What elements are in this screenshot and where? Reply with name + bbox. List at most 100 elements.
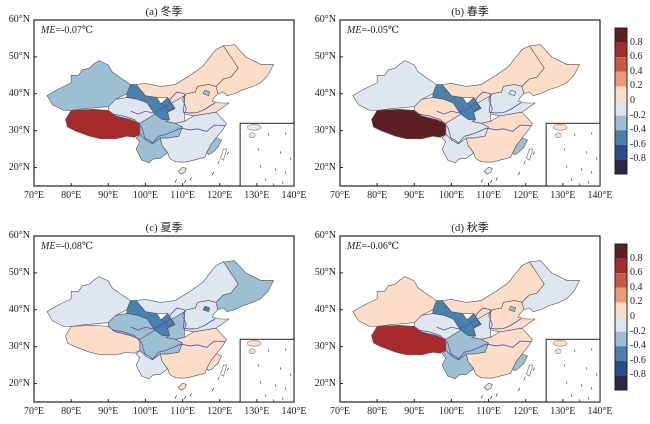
inset-hainan <box>248 348 256 355</box>
province-hainan <box>177 166 187 175</box>
me-symbol: ME <box>347 241 362 252</box>
colorbar-bin <box>615 42 627 58</box>
panel-title: (a) 冬季 <box>145 6 183 18</box>
province-tibet <box>371 324 447 356</box>
me-symbol: ME <box>347 25 362 36</box>
inset-dash <box>281 181 284 184</box>
province-north-china <box>488 300 536 333</box>
inset-dash <box>259 165 262 168</box>
inset-dash <box>590 348 593 351</box>
inset-dash <box>587 397 590 400</box>
colorbar-label: 0.4 <box>630 65 643 77</box>
inset-dash <box>284 132 287 135</box>
province-ningxia <box>161 312 174 327</box>
x-tick-label: 120°E <box>513 406 539 417</box>
inset-dash <box>578 399 581 402</box>
x-tick-label: 130°E <box>244 406 270 417</box>
province-hainan <box>483 166 493 175</box>
map-frame <box>33 235 295 403</box>
x-tick-label: 130°E <box>550 190 576 201</box>
x-tick-label: 100°E <box>438 406 464 417</box>
x-tick-label: 140°E <box>281 190 307 201</box>
colorbar-label: -0.8 <box>630 153 646 165</box>
colorbar-bin <box>615 159 627 174</box>
inset-dash <box>595 373 598 376</box>
yellow-river <box>436 91 522 115</box>
province-tibet <box>65 108 141 140</box>
y-tick-label: 60°N <box>314 230 336 241</box>
y-tick-label: 20°N <box>314 377 336 389</box>
colorbar-label: -0.2 <box>630 109 646 121</box>
nine-dash-line <box>495 177 498 181</box>
x-tick-label: 120°E <box>207 406 233 417</box>
x-tick-label: 90°E <box>404 190 425 201</box>
inset-dash <box>563 148 566 151</box>
province-ningxia <box>467 312 480 327</box>
taiwan <box>526 148 534 161</box>
inset-dash <box>257 148 260 151</box>
south-china-sea-inset <box>239 338 295 403</box>
colorbar-label: -0.2 <box>630 325 646 337</box>
inset-dash <box>274 168 277 171</box>
inset-dash <box>281 397 284 400</box>
inset-dash <box>590 132 593 135</box>
yellow-river <box>130 307 216 331</box>
province-beijing <box>508 89 517 97</box>
colorbar-label: 0.8 <box>630 36 643 48</box>
y-tick-label: 50°N <box>8 266 30 278</box>
nine-dash-line <box>211 387 215 392</box>
colorbar-bin <box>615 273 627 288</box>
colorbar-label: 0.4 <box>630 281 643 293</box>
province-ningxia <box>467 96 480 111</box>
colorbar-label: -0.6 <box>630 354 646 366</box>
province-north-china <box>182 300 230 333</box>
y-tick-label: 50°N <box>314 50 336 62</box>
y-tick-label: 60°N <box>8 230 30 241</box>
y-tick-label: 30°N <box>314 124 336 136</box>
inset-dash <box>279 151 282 154</box>
colorbar-label: 0.8 <box>630 252 643 264</box>
mean-error-label: ME=-0.08℃ <box>41 241 93 252</box>
nine-dash-line <box>211 171 215 176</box>
inset-dash <box>570 394 573 397</box>
inset-dash <box>264 178 267 181</box>
province-fujian <box>206 137 222 156</box>
x-tick-label: 70°E <box>23 190 45 201</box>
nine-dash-line <box>495 393 498 397</box>
province-yunnan <box>135 349 169 380</box>
x-tick-label: 130°E <box>244 190 270 201</box>
province-hainan <box>177 382 187 391</box>
map-frame <box>33 19 295 187</box>
me-value: =-0.06℃ <box>361 241 400 252</box>
inset-dash <box>259 381 262 384</box>
south-china-sea-inset <box>239 122 295 187</box>
inset-dash <box>570 178 573 181</box>
nine-dash-line <box>226 151 229 155</box>
x-tick-label: 130°E <box>550 406 576 417</box>
x-tick-label: 100°E <box>132 406 158 417</box>
x-tick-label: 70°E <box>329 190 351 201</box>
map-frame <box>339 19 601 187</box>
nine-dash-line <box>174 179 177 183</box>
province-fujian <box>512 137 528 156</box>
colorbar-label: 0 <box>630 311 635 322</box>
nine-dash-line <box>517 387 521 392</box>
colorbar-frame <box>614 27 628 175</box>
x-tick-label: 100°E <box>132 190 158 201</box>
inset-dash <box>573 133 576 136</box>
y-tick-label: 40°N <box>314 303 336 315</box>
province-hainan <box>483 382 493 391</box>
colorbar-bin <box>615 346 627 361</box>
province-northeast <box>521 44 581 96</box>
colorbar-label: -0.4 <box>630 340 646 352</box>
province-north-china <box>488 84 536 117</box>
me-value: =-0.08℃ <box>55 241 94 252</box>
province-xinjiang <box>352 276 437 327</box>
y-tick-label: 20°N <box>314 161 336 173</box>
colorbar-bin <box>615 375 627 390</box>
inset-coast <box>246 340 262 347</box>
colorbar-frame <box>614 243 628 391</box>
colorbar-bin <box>615 57 627 72</box>
